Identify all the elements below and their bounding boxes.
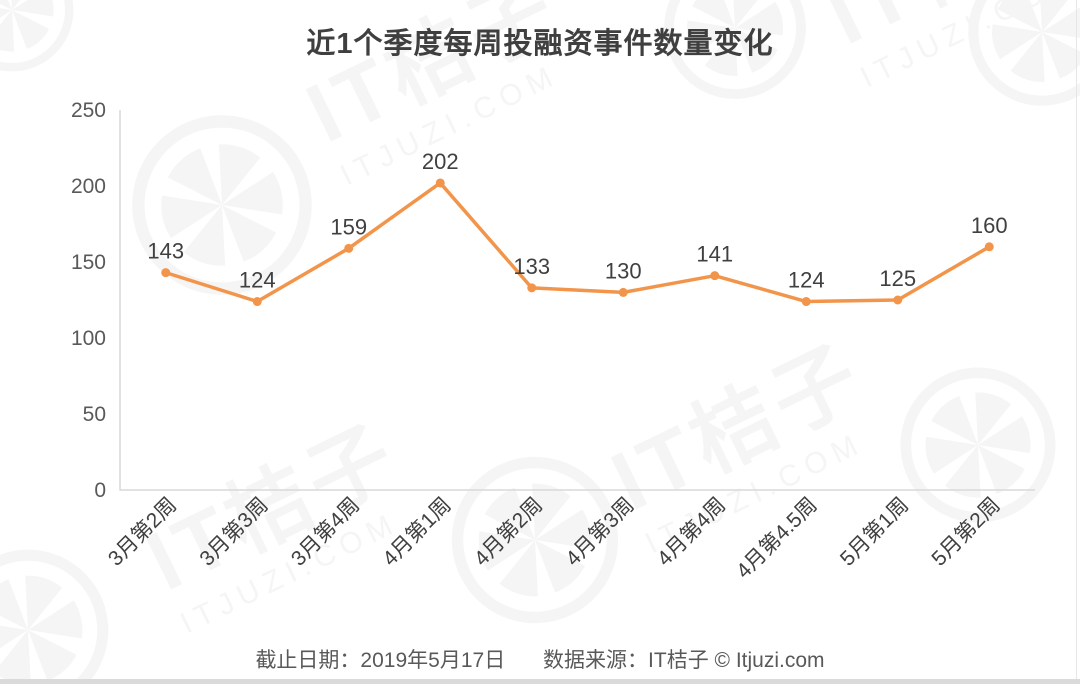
axes (119, 110, 1035, 491)
y-tick-label: 150 (71, 251, 106, 274)
data-point-marker (984, 242, 994, 252)
y-tick-label: 100 (71, 327, 106, 350)
data-point-label: 130 (605, 258, 642, 283)
data-point-marker (344, 243, 354, 253)
data-point-marker (527, 283, 537, 293)
data-point-label: 125 (879, 266, 916, 291)
data-point-label: 160 (971, 213, 1008, 238)
y-tick-label: 250 (71, 99, 106, 122)
data-point-label: 124 (239, 268, 276, 293)
data-point-label: 124 (788, 268, 825, 293)
x-tick-label: 4月第4.5周 (732, 493, 822, 583)
y-tick-label: 200 (71, 175, 106, 198)
x-tick-label: 3月第4周 (287, 493, 364, 570)
y-tick-label: 0 (94, 479, 106, 502)
data-point-marker (893, 295, 903, 305)
data-point-marker (618, 287, 628, 297)
chart-footer: 截止日期：2019年5月17日 数据来源：IT桔子 © Itjuzi.com (0, 644, 1080, 674)
data-point-label: 141 (696, 242, 733, 267)
deadline-text: 截止日期：2019年5月17日 (255, 649, 506, 672)
bottom-bar (0, 679, 1080, 684)
x-tick-label: 4月第1周 (378, 493, 455, 570)
data-point-marker (435, 178, 445, 188)
x-tick-label: 4月第3周 (561, 493, 638, 570)
data-point-marker (161, 268, 171, 278)
data-source-text: 数据来源：IT桔子 © Itjuzi.com (543, 649, 825, 672)
data-point-marker (710, 271, 720, 281)
data-point-marker (252, 297, 262, 307)
chart-title: 近1个季度每周投融资事件数量变化 (306, 28, 774, 60)
data-line (164, 181, 991, 304)
x-tick-label: 4月第4周 (653, 493, 730, 570)
data-point-label: 143 (147, 239, 184, 264)
x-tick-label: 4月第2周 (470, 493, 547, 570)
x-tick-label: 5月第1周 (836, 493, 913, 570)
x-tick-label: 3月第2周 (104, 493, 181, 570)
x-tick-label: 3月第3周 (195, 493, 272, 570)
data-point-label: 202 (422, 149, 459, 174)
data-point-label: 133 (513, 254, 550, 279)
y-tick-label: 50 (83, 403, 106, 426)
right-edge-line (1076, 0, 1077, 684)
data-point-label: 159 (330, 214, 367, 239)
x-tick-label: 5月第2周 (927, 493, 1004, 570)
data-point-marker (801, 297, 811, 307)
